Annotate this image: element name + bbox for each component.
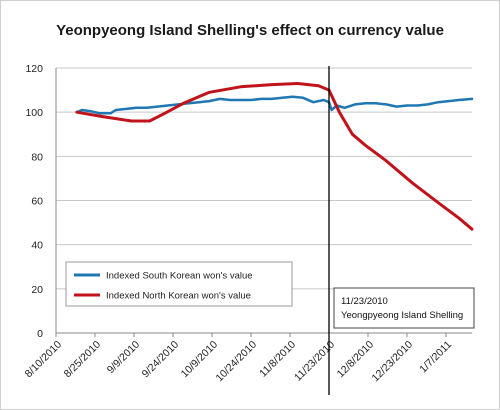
x-tick-label: 8/10/2010 bbox=[23, 339, 65, 381]
annotation-label: Yeongpyeong Island Shelling bbox=[341, 310, 463, 321]
annotation-label: 11/23/2010 bbox=[341, 296, 388, 307]
y-tick-label: 60 bbox=[31, 196, 43, 208]
y-tick-label: 0 bbox=[37, 328, 43, 340]
series-lines bbox=[75, 82, 474, 231]
legend-label: Indexed North Korean won's value bbox=[106, 291, 251, 302]
x-tick-label: 11/8/2010 bbox=[257, 339, 298, 380]
x-tick-label: 12/23/2010 bbox=[369, 339, 415, 385]
legend: Indexed South Korean won's value Indexed … bbox=[65, 261, 293, 307]
x-tick-label: 10/24/2010 bbox=[213, 339, 259, 385]
chart-title: Yeonpyeong Island Shelling's effect on c… bbox=[56, 22, 444, 39]
x-tick-label: 9/9/2010 bbox=[105, 339, 142, 376]
x-tick-label: 11/23/2010 bbox=[292, 339, 337, 384]
annotation-box bbox=[333, 287, 475, 329]
x-tick-label: 1/7/2011 bbox=[417, 339, 454, 376]
series-line-north-korea bbox=[75, 82, 474, 231]
y-axis: 0 20 40 60 80 100 120 bbox=[25, 63, 57, 340]
y-tick-label: 120 bbox=[25, 63, 43, 75]
x-tick-label: 9/24/2010 bbox=[140, 339, 182, 381]
x-tick-label: 8/25/2010 bbox=[62, 339, 104, 381]
legend-label: Indexed South Korean won's value bbox=[106, 271, 253, 282]
y-tick-label: 100 bbox=[25, 107, 43, 119]
annotation-layer: 11/23/2010 Yeongpyeong Island Shelling bbox=[328, 66, 475, 395]
series-line-south-korea bbox=[75, 95, 474, 115]
y-tick-label: 20 bbox=[31, 284, 43, 296]
legend-box bbox=[65, 261, 293, 307]
y-tick-label: 80 bbox=[31, 151, 43, 163]
y-tick-label: 40 bbox=[31, 240, 43, 252]
